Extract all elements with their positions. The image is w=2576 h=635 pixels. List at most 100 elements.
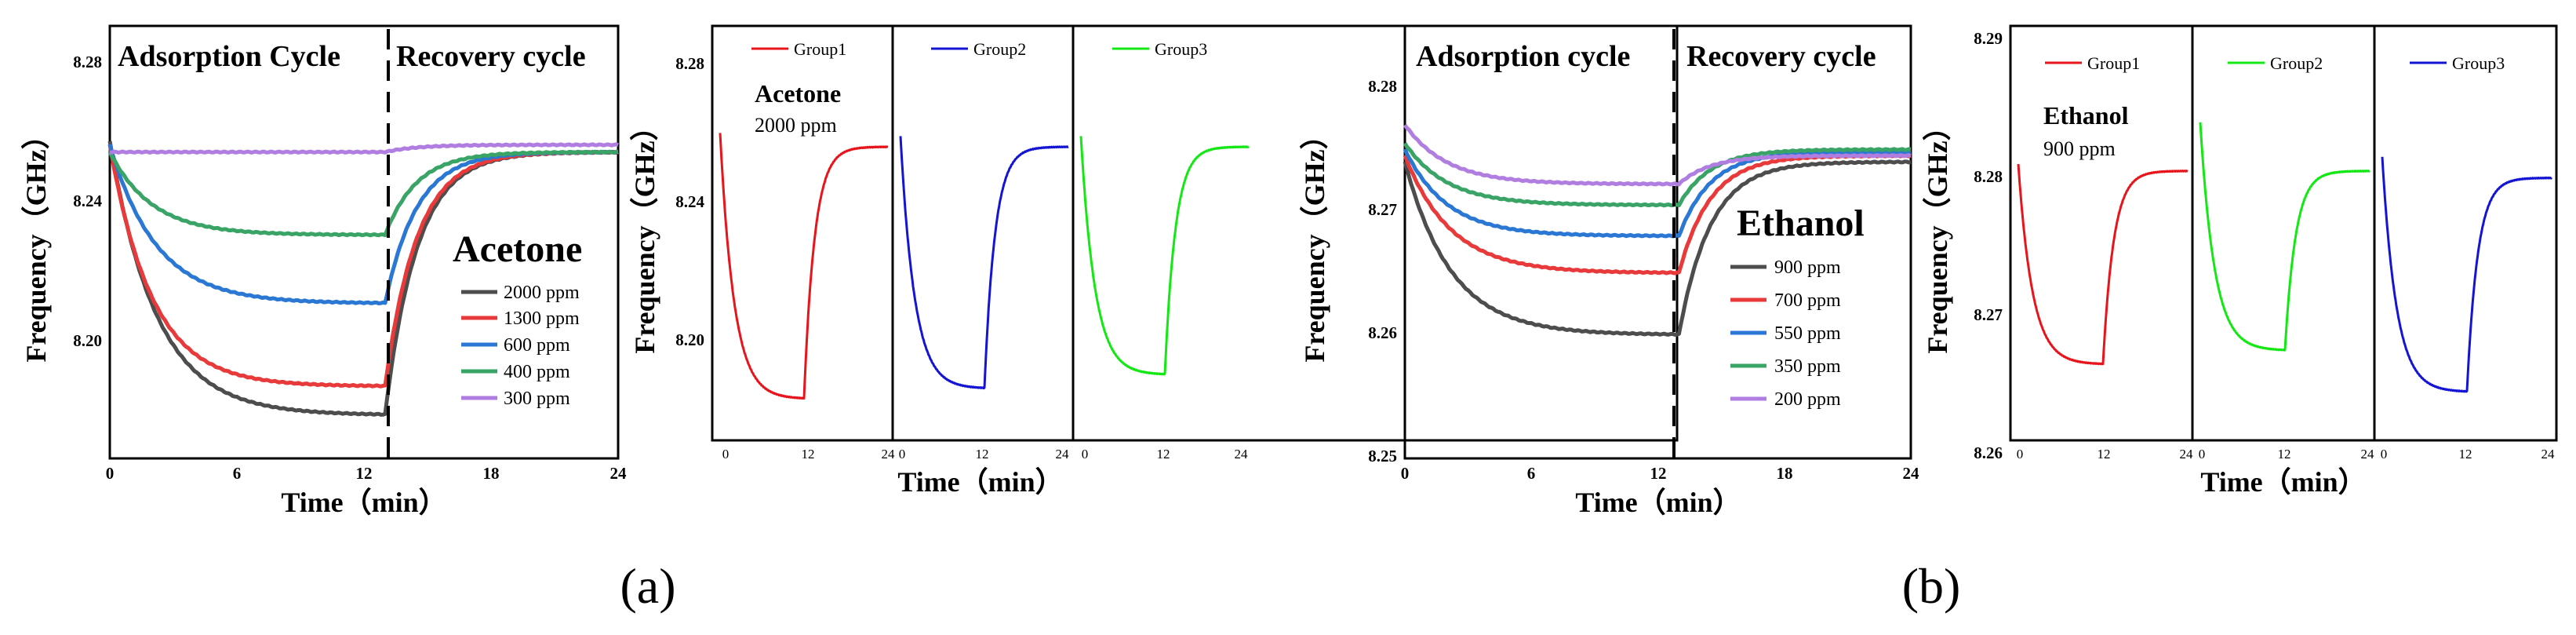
x-tick-label: 12: [2459, 447, 2472, 462]
x-tick-label: 0: [2017, 447, 2024, 462]
region-label-recovery: Recovery cycle: [1686, 40, 1876, 73]
group-line-Group1: [2017, 163, 2189, 366]
legend-group3: Group3: [2410, 53, 2505, 73]
legend-entry-350: 350 ppm: [1774, 356, 1841, 377]
plot-frame: [2009, 24, 2558, 442]
x-axis-title: Time（min）: [2200, 466, 2366, 498]
y-tick-label: 8.20: [73, 331, 102, 350]
series-group: [107, 141, 619, 417]
x-tick-label: 24: [610, 464, 628, 483]
group-line-Group1: [719, 133, 889, 400]
x-tick-label: 24: [2541, 447, 2556, 462]
legend-entry: Group3: [1155, 39, 1207, 59]
legend-entry-400: 400 ppm: [504, 362, 570, 382]
x-tick-label: 12: [1650, 464, 1667, 483]
x-tick-label: 24: [1903, 464, 1920, 483]
y-tick-label: 8.27: [1368, 200, 1397, 219]
legend: 900 ppm 700 ppm 550 ppm 350 ppm 200 ppm: [1730, 257, 1841, 410]
x-tick-label: 6: [233, 464, 242, 483]
x-tick-label: 24: [1235, 447, 1249, 462]
series-line-550-ppm: [1403, 148, 1912, 239]
legend-entry-550: 550 ppm: [1774, 323, 1841, 344]
x-tick-label: 12: [356, 464, 373, 483]
legend-entry-300: 300 ppm: [504, 389, 570, 409]
series-group: [2017, 122, 2552, 393]
gas-label: Ethanol: [1737, 203, 1865, 244]
y-tick-label: 8.26: [1974, 443, 2003, 462]
y-axis-title: Frequency（GHz）: [1299, 121, 1330, 362]
group-line-Group3: [2381, 156, 2552, 393]
y-tick-label: 8.28: [675, 54, 704, 73]
group-line-Group2: [2199, 122, 2370, 352]
region-label-recovery: Recovery cycle: [396, 40, 586, 73]
y-tick-label: 8.29: [1974, 29, 2003, 48]
chart-a-main: Adsorption Cycle Recovery cycle Acetone …: [20, 24, 628, 518]
region-label-adsorption: Adsorption cycle: [1416, 40, 1630, 73]
region-label-adsorption: Adsorption Cycle: [118, 40, 340, 73]
group-line-Group2: [899, 136, 1069, 390]
x-tick-label: 6: [1527, 464, 1536, 483]
x-tick-label: 18: [483, 464, 500, 483]
concentration-label: 2000 ppm: [755, 114, 837, 137]
legend: 2000 ppm 1300 ppm 600 ppm 400 ppm 300 pp…: [461, 283, 580, 409]
y-tick-label: 8.20: [675, 330, 704, 349]
y-tick-label: 8.27: [1974, 305, 2003, 324]
y-axis-title: Frequency（GHz）: [20, 121, 52, 362]
x-tick-label: 24: [2180, 447, 2194, 462]
y-axis-title: Frequency（GHz）: [1922, 112, 1953, 353]
x-tick-label: 24: [2361, 447, 2375, 462]
legend-entry: Group1: [794, 39, 846, 59]
legend-entry-900: 900 ppm: [1774, 257, 1841, 278]
chart-b-groups: Group1 Group2 Group3 Ethanol 900 ppm 8.2…: [1922, 24, 2558, 498]
series-line-400-ppm: [107, 149, 619, 238]
y-tick-label: 8.28: [73, 53, 102, 71]
gas-label: Acetone: [755, 79, 841, 108]
group-line-Group3: [1079, 136, 1250, 376]
x-tick-label: 12: [2098, 447, 2111, 462]
series-group: [719, 133, 1250, 400]
x-tick-label: 18: [1777, 464, 1793, 483]
x-tick-label: 12: [976, 447, 989, 462]
legend-entry-2000: 2000 ppm: [504, 283, 580, 303]
chart-b-main: Adsorption cycle Recovery cycle Ethanol …: [1299, 24, 1920, 518]
legend-entry: Group2: [2270, 53, 2323, 73]
legend-group2: Group2: [931, 39, 1026, 59]
panel-label-b: (b): [1902, 558, 1961, 614]
legend-group1: Group1: [751, 39, 846, 59]
legend-entry-600: 600 ppm: [504, 335, 570, 356]
legend-entry: Group2: [973, 39, 1026, 59]
x-tick-label: 0: [2199, 447, 2206, 462]
concentration-label: 900 ppm: [2043, 137, 2116, 160]
series-line-600-ppm: [107, 144, 619, 305]
x-tick-label: 0: [722, 447, 730, 462]
x-axis-title: Time（min）: [897, 466, 1063, 498]
x-tick-label: 12: [2278, 447, 2291, 462]
x-tick-label: 12: [1157, 447, 1170, 462]
gas-label: Ethanol: [2043, 101, 2129, 130]
y-axis-title: Frequency（GHz）: [629, 112, 660, 353]
x-tick-label: 24: [882, 447, 896, 462]
legend-entry-700: 700 ppm: [1774, 290, 1841, 311]
plot-frame: [108, 24, 620, 460]
chart-a-groups: Group1 Group2 Group3 Acetone 2000 ppm 8.…: [629, 24, 1679, 498]
panel-label-a: (a): [620, 558, 675, 614]
legend-entry-200: 200 ppm: [1774, 389, 1841, 410]
x-axis-title: Time（min）: [281, 487, 446, 518]
y-tick-label: 8.25: [1368, 447, 1397, 465]
plot-frame: [711, 24, 1679, 442]
series-line-900-ppm: [1403, 159, 1912, 337]
x-tick-label: 0: [899, 447, 906, 462]
plot-frame: [1403, 24, 1912, 460]
series-line-350-ppm: [1403, 142, 1912, 208]
x-tick-label: 0: [1401, 464, 1410, 483]
y-tick-label: 8.26: [1368, 323, 1397, 342]
gas-label: Acetone: [453, 228, 582, 270]
x-tick-label: 0: [2381, 447, 2388, 462]
x-tick-label: 0: [1082, 447, 1089, 462]
x-tick-label: 24: [1056, 447, 1070, 462]
y-tick-label: 8.28: [1368, 77, 1397, 96]
series-line-300-ppm: [109, 142, 619, 155]
series-line-200-ppm: [1403, 123, 1912, 187]
legend-entry: Group1: [2087, 53, 2140, 73]
